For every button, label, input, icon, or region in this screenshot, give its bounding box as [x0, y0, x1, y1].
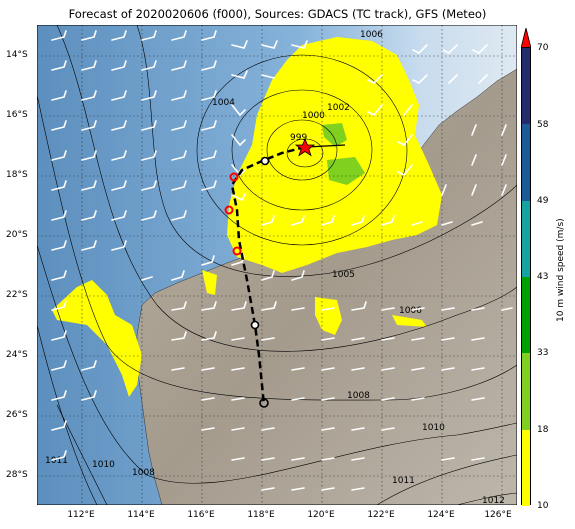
- isobar-label-1006-north: 1006: [360, 30, 383, 40]
- lat-tick-18s: 18°S: [6, 170, 28, 180]
- lat-tick-22s: 22°S: [6, 290, 28, 300]
- colorbar-tick-33: 33: [537, 348, 549, 358]
- colorbar-tick-43: 43: [537, 272, 549, 282]
- wind-zone-green-north: [322, 123, 347, 147]
- lon-tick-126e: 126°E: [484, 510, 512, 520]
- isobar-label-1008-central: 1008: [347, 391, 370, 401]
- colorbar-segment-49-58: [522, 124, 530, 201]
- wind-zone-yellow-east: [392, 315, 427, 327]
- isobars: [37, 25, 517, 505]
- lat-tick-16s: 16°S: [6, 110, 28, 120]
- lon-tick-112e: 112°E: [67, 510, 95, 520]
- isobar-label-1006-east: 1006: [399, 306, 422, 316]
- colorbar-extend-arrow: [521, 28, 531, 48]
- isobar-label-1011-west: 1011: [45, 456, 68, 466]
- colorbar-segment-10-18: [522, 430, 530, 506]
- track-forecast: [230, 145, 306, 406]
- colorbar-segment-18-33: [522, 353, 530, 430]
- isobar-label-1005: 1005: [332, 270, 355, 280]
- track-positions-observed: [224, 172, 242, 256]
- forecast-map: 1006 1004 1002 1000 999 1005 1006 1008 1…: [37, 25, 517, 505]
- map-title: Forecast of 2020020606 (f000), Sources: …: [68, 7, 487, 21]
- isobar-label-1000: 1000: [302, 111, 325, 121]
- wind-zone-yellow-small: [202, 270, 217, 295]
- isobar-label-1010-east: 1010: [422, 423, 445, 433]
- colorbar-tick-58: 58: [537, 120, 549, 130]
- colorbar: [521, 47, 531, 506]
- wind-zone-yellow-west: [52, 280, 142, 397]
- colorbar-tick-70: 70: [537, 43, 549, 53]
- lat-tick-14s: 14°S: [6, 50, 28, 60]
- lon-tick-124e: 124°E: [427, 510, 455, 520]
- lat-tick-24s: 24°S: [6, 350, 28, 360]
- colorbar-segment-58-70: [522, 48, 530, 124]
- lon-tick-114e: 114°E: [127, 510, 155, 520]
- lat-tick-26s: 26°S: [6, 410, 28, 420]
- colorbar-segment-43-49: [522, 201, 530, 277]
- colorbar-title: 10 m wind speed (m/s): [556, 218, 566, 322]
- isobar-label-999: 999: [290, 133, 307, 143]
- isobar-label-1011-east: 1011: [392, 476, 415, 486]
- colorbar-segment-33-43: [522, 277, 530, 353]
- lon-tick-122e: 122°E: [367, 510, 395, 520]
- colorbar-tick-18: 18: [537, 425, 549, 435]
- lat-tick-20s: 20°S: [6, 230, 28, 240]
- cyclone-current-position: [294, 137, 316, 157]
- track-observed: [306, 144, 346, 148]
- lon-tick-118e: 118°E: [247, 510, 275, 520]
- isobar-label-1002: 1002: [327, 103, 350, 113]
- isobar-label-1010-west: 1010: [92, 460, 115, 470]
- wind-zone-green-south: [327, 157, 365, 185]
- lat-tick-28s: 28°S: [6, 470, 28, 480]
- lon-tick-120e: 120°E: [307, 510, 335, 520]
- isobar-label-1012: 1012: [482, 496, 505, 505]
- wind-barbs: [51, 30, 513, 491]
- lon-tick-116e: 116°E: [187, 510, 215, 520]
- isobar-label-1004: 1004: [212, 98, 235, 108]
- colorbar-tick-49: 49: [537, 196, 549, 206]
- track-positions-forecast: [250, 156, 270, 408]
- colorbar-tick-10: 10: [537, 501, 549, 511]
- isobar-label-1008-west: 1008: [132, 468, 155, 478]
